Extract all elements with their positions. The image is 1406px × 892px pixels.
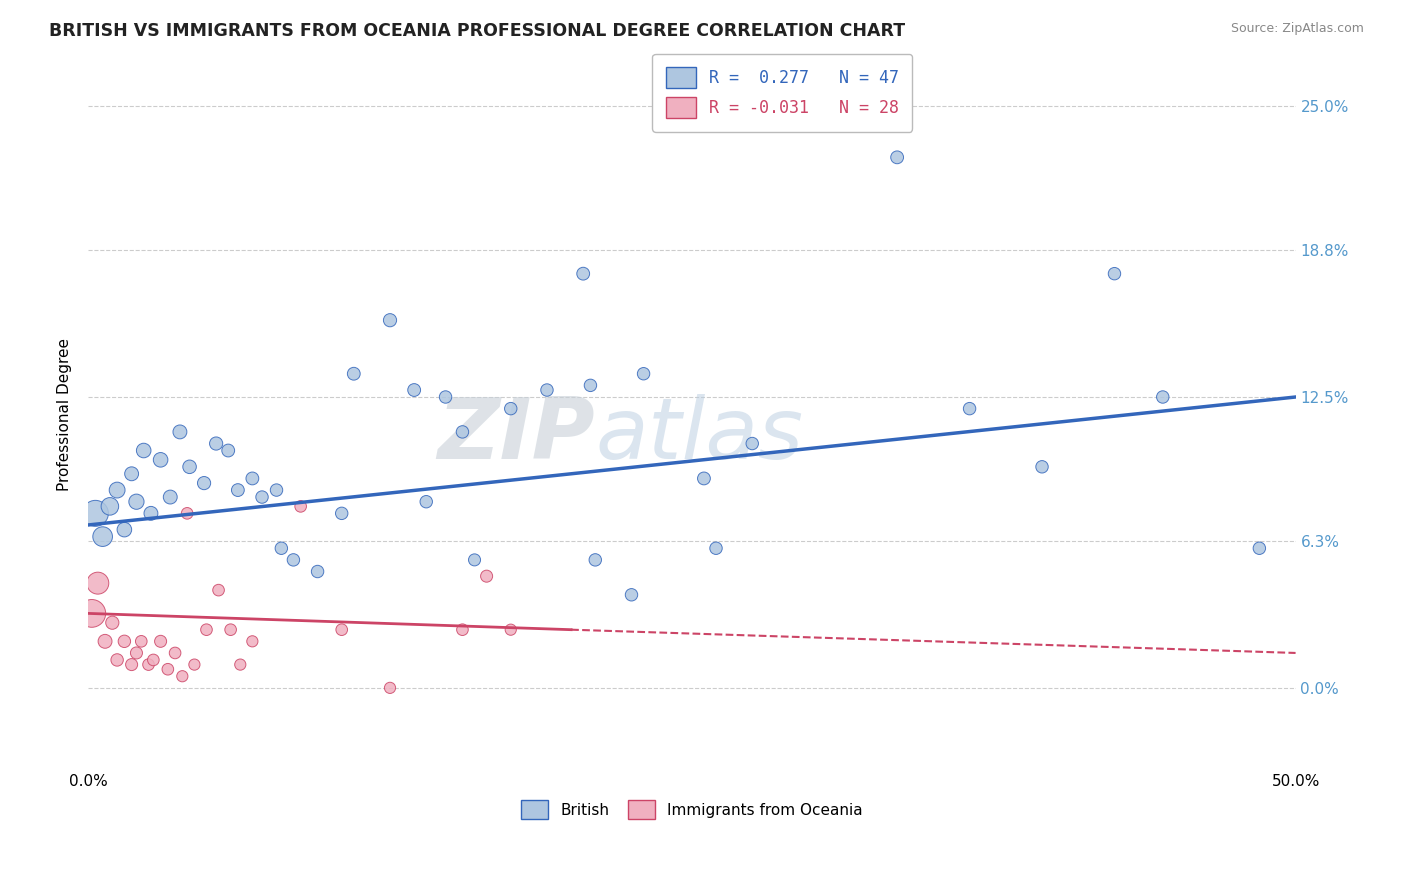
Point — [620, 588, 643, 602]
Point — [207, 583, 229, 598]
Point — [112, 634, 135, 648]
Point — [378, 681, 401, 695]
Point — [229, 657, 252, 672]
Point — [169, 425, 191, 439]
Point — [193, 476, 215, 491]
Point — [129, 634, 152, 648]
Point — [139, 506, 162, 520]
Point — [434, 390, 457, 404]
Text: atlas: atlas — [595, 394, 803, 477]
Point — [179, 459, 201, 474]
Point — [536, 383, 558, 397]
Point — [572, 267, 595, 281]
Point — [290, 500, 312, 514]
Point — [415, 494, 437, 508]
Point — [1104, 267, 1126, 281]
Point — [205, 436, 228, 450]
Point — [121, 467, 143, 481]
Point — [149, 453, 172, 467]
Point — [307, 565, 329, 579]
Point — [80, 607, 103, 621]
Point — [704, 541, 727, 556]
Point — [138, 657, 160, 672]
Point — [105, 653, 128, 667]
Point — [101, 615, 124, 630]
Point — [499, 623, 522, 637]
Point — [579, 378, 602, 392]
Point — [583, 553, 606, 567]
Point — [112, 523, 135, 537]
Y-axis label: Professional Degree: Professional Degree — [58, 338, 72, 491]
Point — [125, 494, 148, 508]
Point — [270, 541, 292, 556]
Point — [330, 623, 353, 637]
Point — [464, 553, 486, 567]
Point — [84, 506, 107, 520]
Point — [195, 623, 218, 637]
Point — [156, 662, 179, 676]
Point — [219, 623, 242, 637]
Text: Source: ZipAtlas.com: Source: ZipAtlas.com — [1230, 22, 1364, 36]
Point — [378, 313, 401, 327]
Point — [172, 669, 194, 683]
Point — [125, 646, 148, 660]
Point — [741, 436, 763, 450]
Legend: British, Immigrants from Oceania: British, Immigrants from Oceania — [515, 794, 869, 825]
Point — [1249, 541, 1271, 556]
Point — [132, 443, 155, 458]
Point — [330, 506, 353, 520]
Point — [250, 490, 273, 504]
Point — [91, 530, 114, 544]
Point — [959, 401, 981, 416]
Point — [165, 646, 187, 660]
Point — [404, 383, 426, 397]
Point — [499, 401, 522, 416]
Point — [183, 657, 205, 672]
Point — [149, 634, 172, 648]
Point — [343, 367, 366, 381]
Point — [1031, 459, 1053, 474]
Point — [159, 490, 181, 504]
Point — [266, 483, 288, 497]
Point — [217, 443, 239, 458]
Point — [121, 657, 143, 672]
Point — [451, 425, 474, 439]
Point — [451, 623, 474, 637]
Point — [105, 483, 128, 497]
Point — [226, 483, 249, 497]
Point — [475, 569, 498, 583]
Point — [94, 634, 117, 648]
Point — [240, 471, 263, 485]
Text: ZIP: ZIP — [437, 394, 595, 477]
Point — [98, 500, 121, 514]
Point — [240, 634, 263, 648]
Point — [283, 553, 305, 567]
Text: BRITISH VS IMMIGRANTS FROM OCEANIA PROFESSIONAL DEGREE CORRELATION CHART: BRITISH VS IMMIGRANTS FROM OCEANIA PROFE… — [49, 22, 905, 40]
Point — [142, 653, 165, 667]
Point — [886, 150, 908, 164]
Point — [176, 506, 198, 520]
Point — [693, 471, 716, 485]
Point — [1152, 390, 1174, 404]
Point — [633, 367, 655, 381]
Point — [87, 576, 110, 591]
